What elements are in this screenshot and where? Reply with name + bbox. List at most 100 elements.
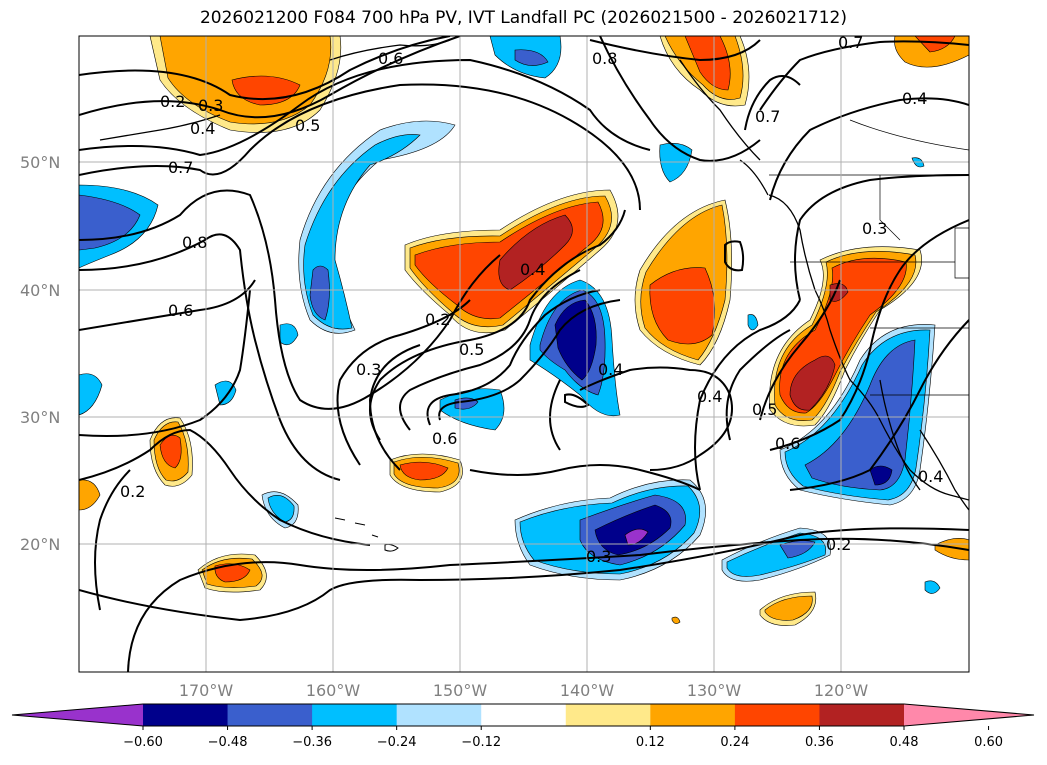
lon-label: 120°W bbox=[814, 681, 869, 700]
contour-label: 0.4 bbox=[902, 89, 927, 108]
contour-line bbox=[564, 393, 590, 408]
colorbar-segment bbox=[819, 704, 905, 726]
contour-label: 0.2 bbox=[425, 310, 450, 329]
map-border bbox=[78, 35, 970, 673]
shade-positive bbox=[671, 616, 681, 624]
contour-label: 0.6 bbox=[775, 434, 800, 453]
contour-line bbox=[469, 464, 701, 491]
shade-negative bbox=[804, 339, 916, 491]
island bbox=[334, 517, 346, 521]
contour-line bbox=[79, 233, 341, 481]
shade-positive bbox=[79, 479, 101, 511]
shade-positive bbox=[649, 267, 716, 345]
contour-line bbox=[789, 319, 969, 491]
colorbar-segment bbox=[734, 704, 820, 726]
island bbox=[354, 522, 366, 526]
colorbar-segment bbox=[650, 704, 736, 726]
gridlines bbox=[79, 36, 969, 672]
shade-negative bbox=[659, 143, 693, 183]
lon-label: 150°W bbox=[433, 681, 488, 700]
contour-label: 0.7 bbox=[168, 158, 193, 177]
contour-line bbox=[579, 366, 733, 471]
shade-negative bbox=[779, 540, 816, 559]
contour-line bbox=[79, 83, 641, 211]
contour-label: 0.2 bbox=[826, 535, 851, 554]
coastline bbox=[329, 39, 451, 61]
coastline bbox=[99, 114, 221, 141]
contour-line bbox=[589, 39, 761, 62]
contour-label: 0.5 bbox=[752, 400, 777, 419]
colorbar: −0.60 −0.48 −0.36 −0.24 −0.12 0.12 0.24 0.36 0.4… bbox=[11, 703, 1035, 750]
contour-line bbox=[127, 537, 969, 672]
contour-label: 0.7 bbox=[755, 107, 780, 126]
contour-line bbox=[79, 36, 461, 119]
colorbar-segment bbox=[143, 704, 229, 726]
border bbox=[849, 119, 969, 151]
contour-line bbox=[769, 97, 969, 201]
contour-line bbox=[369, 209, 626, 441]
island bbox=[371, 534, 379, 538]
borders bbox=[769, 119, 969, 396]
contour-label: 0.3 bbox=[356, 360, 381, 379]
shade-negative bbox=[869, 465, 893, 486]
contour-line bbox=[794, 174, 969, 301]
longitude-labels: 170°W 160°W 150°W 140°W 130°W 120°W bbox=[179, 681, 869, 700]
shading-layer bbox=[79, 36, 969, 626]
lat-label: 30°N bbox=[20, 408, 60, 427]
contour-line bbox=[79, 527, 969, 622]
contour-line bbox=[438, 299, 621, 421]
contour-line bbox=[599, 36, 761, 162]
contour-label: 0.6 bbox=[168, 301, 193, 320]
island bbox=[384, 543, 399, 552]
contour-label: 0.8 bbox=[592, 49, 617, 68]
contour-line bbox=[759, 40, 969, 111]
lon-label: 130°W bbox=[687, 681, 742, 700]
shade-negative bbox=[747, 314, 759, 331]
latitude-labels: 50°N 40°N 30°N 20°N bbox=[20, 153, 60, 554]
shade-negative bbox=[279, 323, 299, 346]
contour-line bbox=[79, 279, 256, 331]
contour-label: 0.4 bbox=[918, 467, 943, 486]
contour-line bbox=[426, 289, 601, 426]
colorbar-tick-label: −0.12 bbox=[461, 735, 501, 750]
colorbar-tick-label: 0.48 bbox=[890, 735, 919, 750]
contour-label: 0.7 bbox=[838, 33, 863, 52]
contour-label: 0.3 bbox=[198, 96, 223, 115]
shade-negative bbox=[309, 265, 330, 321]
contour-line bbox=[79, 58, 651, 157]
shade-negative bbox=[594, 504, 672, 556]
contour-line bbox=[724, 240, 745, 272]
contour-line bbox=[759, 279, 841, 421]
contour-line bbox=[94, 469, 131, 611]
colorbar-tick-label: 0.12 bbox=[636, 735, 665, 750]
shade-positive bbox=[789, 355, 836, 411]
islands bbox=[334, 517, 399, 552]
shade-negative bbox=[214, 380, 237, 406]
shade-positive bbox=[684, 36, 731, 91]
lat-label: 40°N bbox=[20, 281, 60, 300]
colorbar-tick-label: 0.36 bbox=[805, 735, 834, 750]
contour-line bbox=[368, 344, 421, 471]
colorbar-extend-high bbox=[904, 704, 1034, 726]
contour-line bbox=[79, 36, 451, 101]
colorbar-tick-label: −0.60 bbox=[123, 735, 163, 750]
contour-label: 0.6 bbox=[432, 429, 457, 448]
map-area bbox=[79, 36, 969, 672]
colorbar-tick-label: −0.48 bbox=[208, 735, 248, 750]
shade-negative bbox=[79, 373, 103, 416]
shade-positive bbox=[399, 461, 449, 481]
contour-line bbox=[79, 289, 251, 437]
contour-label: 0.4 bbox=[697, 387, 722, 406]
contour-label: 0.8 bbox=[182, 233, 207, 252]
shade-negative bbox=[554, 299, 597, 381]
coastline bbox=[879, 379, 921, 491]
contour-label: 0.6 bbox=[378, 49, 403, 68]
contour-label: 0.3 bbox=[862, 219, 887, 238]
contour-line bbox=[79, 428, 371, 546]
shade-positive bbox=[764, 595, 813, 621]
colorbar-segment bbox=[227, 704, 313, 726]
contour-label: 0.4 bbox=[598, 360, 623, 379]
contour-line bbox=[549, 379, 561, 451]
colorbar-tick-label: −0.24 bbox=[377, 735, 417, 750]
